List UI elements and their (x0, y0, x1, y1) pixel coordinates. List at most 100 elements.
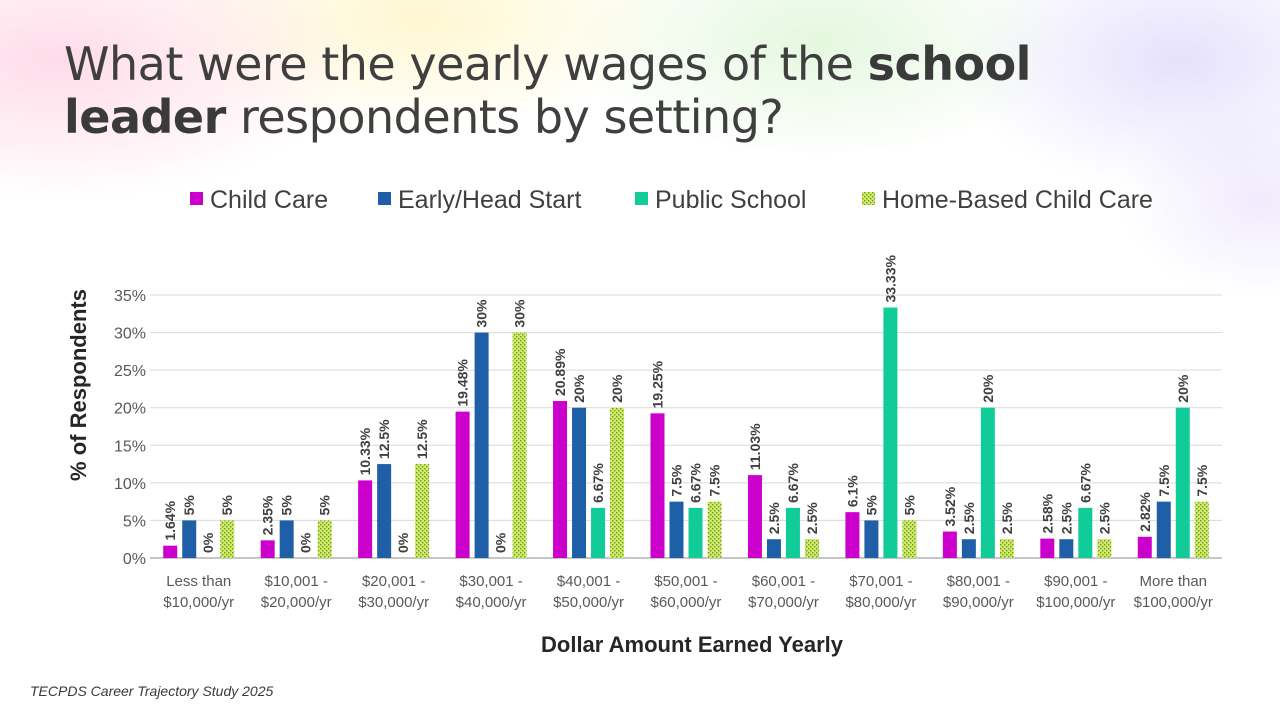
bar-child-care (455, 411, 470, 558)
bar-label-early-head-start: 5% (279, 495, 295, 516)
y-tick-label: 30% (114, 326, 146, 343)
bar-child-care (942, 531, 957, 558)
bar-child-care (260, 540, 275, 558)
bar-child-care (553, 401, 568, 558)
x-tick-label: Less than $10,000/yr (163, 573, 234, 611)
y-tick-label: 35% (114, 288, 146, 305)
x-tick-label: $10,001 -$20,000/yr (261, 573, 332, 611)
bar-child-care (845, 512, 860, 558)
bar-label-child-care: 20.89% (552, 348, 568, 396)
footer-source: TECPDS Career Trajectory Study 2025 (30, 683, 274, 699)
legend-swatch-public-school (635, 192, 648, 205)
bar-label-home-based-child-care: 5% (901, 495, 917, 516)
bar-label-home-based-child-care: 20% (609, 374, 625, 403)
bar-public-school (785, 507, 800, 558)
x-tick-label: $70,001 -$80,000/yr (845, 573, 916, 611)
bar-early-head-start (669, 501, 684, 558)
legend-label-public-school: Public School (655, 186, 806, 214)
bar-home-based-child-care (804, 539, 819, 558)
bars (163, 307, 1209, 558)
bar-child-care (358, 480, 373, 558)
bar-label-child-care: 10.33% (357, 427, 373, 475)
bar-home-based-child-care (1194, 501, 1209, 558)
bar-home-based-child-care (999, 539, 1014, 558)
bar-label-home-based-child-care: 2.5% (804, 502, 820, 534)
bar-public-school (980, 407, 995, 558)
y-tick-label: 0% (123, 551, 146, 568)
title-bold-2: leader (64, 90, 226, 144)
x-tick-label: $30,001 -$40,000/yr (456, 573, 527, 611)
bar-home-based-child-care (512, 332, 527, 558)
bar-early-head-start (1156, 501, 1171, 558)
y-tick-label: 10% (114, 476, 146, 493)
legend-swatch-child-care (190, 192, 203, 205)
bar-label-home-based-child-care: 30% (512, 299, 528, 328)
bar-label-home-based-child-care: 5% (317, 495, 333, 516)
title-bold-1: school (867, 37, 1032, 91)
bar-early-head-start (279, 520, 294, 558)
x-tick-label: $80,001 -$90,000/yr (943, 573, 1014, 611)
bar-label-early-head-start: 7.5% (1156, 464, 1172, 496)
x-tick-label: $50,001 -$60,000/yr (651, 573, 722, 611)
bar-label-early-head-start: 7.5% (669, 464, 685, 496)
bar-label-home-based-child-care: 2.5% (1096, 502, 1112, 534)
bar-label-public-school: 0% (395, 532, 411, 553)
bar-public-school (688, 507, 703, 558)
bar-label-child-care: 2.58% (1039, 493, 1055, 533)
bar-early-head-start (766, 539, 781, 558)
bar-label-public-school: 0% (493, 532, 509, 553)
bar-label-child-care: 19.25% (650, 360, 666, 408)
y-axis-label: % of Respondents (66, 289, 91, 481)
x-tick-label: $60,001 -$70,000/yr (748, 573, 819, 611)
bar-early-head-start (182, 520, 197, 558)
bar-label-child-care: 3.52% (942, 486, 958, 526)
bar-label-home-based-child-care: 7.5% (1194, 464, 1210, 496)
bar-label-early-head-start: 5% (181, 495, 197, 516)
x-tick-label: $20,001 -$30,000/yr (358, 573, 429, 611)
bar-label-public-school: 6.67% (590, 463, 606, 503)
bar-early-head-start (961, 539, 976, 558)
bar-early-head-start (474, 332, 489, 558)
bar-home-based-child-care (415, 464, 430, 558)
legend-label-home-based-child-care: Home-Based Child Care (882, 186, 1153, 214)
legend-label-child-care: Child Care (210, 186, 328, 214)
x-tick-label: More than $100,000/yr (1134, 573, 1213, 611)
bar-label-early-head-start: 5% (863, 495, 879, 516)
y-tick-label: 25% (114, 363, 146, 380)
x-axis-label: Dollar Amount Earned Yearly (541, 632, 844, 657)
bar-home-based-child-care (902, 520, 917, 558)
bar-label-public-school: 6.67% (688, 463, 704, 503)
bar-label-home-based-child-care: 7.5% (707, 464, 723, 496)
bar-label-public-school: 33.33% (882, 255, 898, 303)
legend: Child Care Early/Head Start Public School H… (190, 186, 1153, 214)
bar-label-home-based-child-care: 5% (219, 495, 235, 516)
legend-swatch-home-based-child-care (862, 192, 875, 205)
bar-public-school (591, 507, 606, 558)
x-axis-ticks: Less than $10,000/yr $10,001 -$20,000/yr $2… (163, 573, 1213, 611)
bar-label-home-based-child-care: 12.5% (414, 419, 430, 459)
bar-home-based-child-care (220, 520, 235, 558)
gridlines (150, 294, 1222, 559)
x-tick-label: $90,001 -$100,000/yr (1036, 573, 1115, 611)
y-axis-ticks: 0% 5% 10% 15% 20% 25% 30% 35% (114, 288, 146, 568)
bar-label-public-school: 0% (200, 532, 216, 553)
bar-home-based-child-care (610, 407, 625, 558)
bar-label-early-head-start: 20% (571, 374, 587, 403)
bar-data-labels: 1.64% 5%0%5% 2.35% 5%0%5%10.33% 12.5%0%12.5%… (162, 255, 1210, 553)
bar-label-child-care: 19.48% (455, 359, 471, 407)
bar-label-public-school: 0% (298, 532, 314, 553)
bar-public-school (883, 307, 898, 558)
title-text-2: respondents by setting? (225, 90, 784, 144)
bar-label-child-care: 2.82% (1137, 492, 1153, 532)
legend-swatch-early-head-start (378, 192, 391, 205)
bar-label-early-head-start: 2.5% (961, 502, 977, 534)
bar-label-child-care: 6.1% (844, 475, 860, 507)
bar-child-care (163, 545, 178, 558)
bar-public-school (1175, 407, 1190, 558)
bar-label-child-care: 1.64% (162, 500, 178, 540)
bar-early-head-start (864, 520, 879, 558)
bar-label-early-head-start: 2.5% (766, 502, 782, 534)
bar-label-early-head-start: 2.5% (1058, 502, 1074, 534)
